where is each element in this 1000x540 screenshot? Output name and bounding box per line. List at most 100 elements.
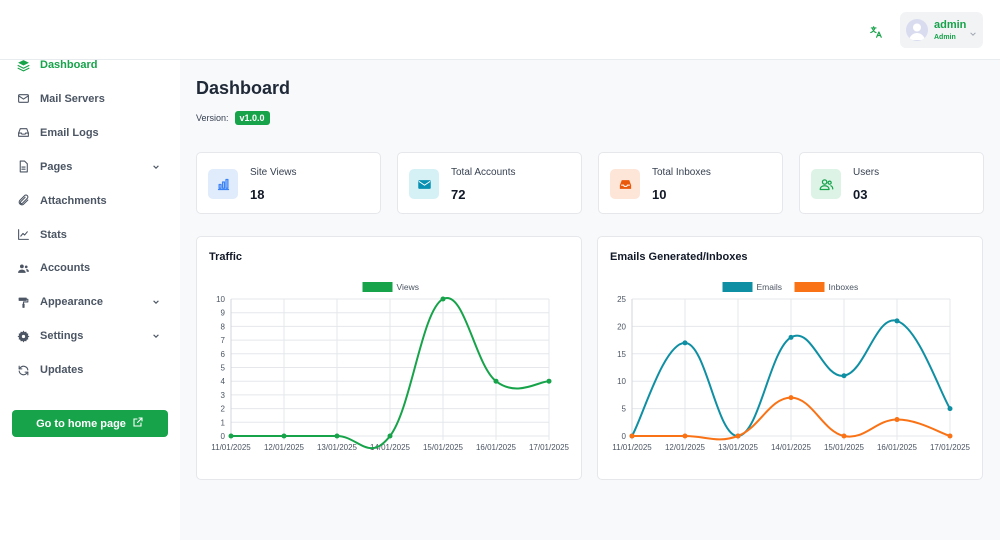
data-point[interactable] bbox=[841, 433, 847, 439]
y-tick-label: 20 bbox=[617, 322, 626, 331]
sidebar-item-label: Settings bbox=[40, 330, 84, 343]
chart-title: Traffic bbox=[209, 251, 243, 263]
x-tick-label: 14/01/2025 bbox=[370, 443, 411, 452]
y-tick-label: 0 bbox=[622, 432, 627, 441]
legend-label: Inboxes bbox=[829, 282, 859, 292]
paperclip-icon bbox=[16, 194, 30, 208]
data-point[interactable] bbox=[228, 433, 234, 439]
y-tick-label: 5 bbox=[221, 364, 226, 373]
sidebar-item-label: Stats bbox=[40, 228, 67, 241]
y-tick-label: 15 bbox=[617, 350, 626, 359]
data-point[interactable] bbox=[546, 378, 552, 384]
sidebar-item-attachments[interactable]: Attachments bbox=[0, 186, 180, 216]
x-tick-label: 12/01/2025 bbox=[264, 443, 305, 452]
sidebar-item-label: Email Logs bbox=[40, 126, 99, 139]
line-chart-icon bbox=[16, 228, 30, 242]
legend-label: Views bbox=[397, 282, 420, 292]
stat-value: 72 bbox=[451, 187, 466, 202]
y-tick-label: 8 bbox=[221, 322, 226, 331]
sidebar-item-label: Updates bbox=[40, 364, 84, 377]
sidebar-item-settings[interactable]: Settings bbox=[0, 321, 180, 351]
x-tick-label: 15/01/2025 bbox=[824, 443, 865, 452]
y-tick-label: 9 bbox=[221, 309, 226, 318]
inbox-icon bbox=[610, 169, 640, 199]
data-point[interactable] bbox=[788, 334, 794, 340]
data-point[interactable] bbox=[387, 433, 393, 439]
y-tick-label: 25 bbox=[617, 295, 626, 304]
y-tick-label: 3 bbox=[221, 391, 226, 400]
sidebar-item-label: Pages bbox=[40, 160, 73, 173]
data-point[interactable] bbox=[788, 395, 794, 401]
sidebar-item-dashboard[interactable]: Dashboard bbox=[0, 50, 180, 80]
sidebar: Dashboard Mail Servers Email Logs Pages Atta… bbox=[0, 59, 180, 540]
sidebar-item-mail-servers[interactable]: Mail Servers bbox=[0, 84, 180, 114]
legend-label: Emails bbox=[757, 282, 783, 292]
y-tick-label: 10 bbox=[617, 377, 626, 386]
sidebar-item-appearance[interactable]: Appearance bbox=[0, 287, 180, 317]
stat-card-total-inboxes: Total Inboxes 10 bbox=[598, 152, 783, 214]
x-tick-label: 16/01/2025 bbox=[877, 443, 918, 452]
traffic-chart: 0 1 2 3 4 5 6 7 8 9 10 11/01/2025 12/01/2025 13/01/20… bbox=[211, 282, 570, 452]
x-tick-label: 13/01/2025 bbox=[317, 443, 358, 452]
envelope-icon bbox=[409, 169, 439, 199]
data-point[interactable] bbox=[947, 433, 953, 439]
sidebar-item-label: Attachments bbox=[40, 194, 107, 207]
layers-icon bbox=[16, 58, 30, 72]
stat-value: 03 bbox=[853, 187, 868, 202]
version-row: Version: v1.0.0 bbox=[196, 111, 270, 125]
y-tick-label: 0 bbox=[221, 432, 226, 441]
avatar bbox=[906, 19, 928, 41]
user-menu[interactable]: admin Admin bbox=[900, 12, 983, 48]
sidebar-item-pages[interactable]: Pages bbox=[0, 152, 180, 182]
emails-chart: 0 5 10 15 20 25 11/01/2025 12/01/2025 13/01/2025… bbox=[612, 282, 971, 452]
sidebar-item-label: Dashboard bbox=[40, 59, 98, 71]
page-title: Dashboard bbox=[196, 78, 291, 98]
x-tick-label: 12/01/2025 bbox=[665, 443, 706, 452]
chevron-down-icon bbox=[152, 298, 160, 306]
data-point[interactable] bbox=[947, 406, 953, 412]
gear-icon bbox=[16, 329, 30, 343]
sidebar-item-accounts[interactable]: Accounts bbox=[0, 253, 180, 283]
chevron-down-icon bbox=[152, 163, 160, 171]
y-tick-label: 7 bbox=[221, 336, 226, 345]
legend-swatch[interactable] bbox=[362, 282, 393, 292]
user-name: admin bbox=[934, 18, 967, 31]
stat-card-site-views: Site Views 18 bbox=[196, 152, 381, 214]
sidebar-item-label: Accounts bbox=[40, 262, 91, 275]
sidebar-item-email-logs[interactable]: Email Logs bbox=[0, 118, 180, 148]
legend-swatch[interactable] bbox=[794, 282, 825, 292]
envelope-icon bbox=[16, 92, 30, 106]
file-icon bbox=[16, 160, 30, 174]
data-point[interactable] bbox=[894, 417, 900, 423]
x-tick-label: 14/01/2025 bbox=[771, 443, 812, 452]
traffic-chart-card: Traffic 0 1 2 3 4 5 6 7 8 9 10 11/01/2025 12/01/2025… bbox=[196, 236, 582, 480]
data-point[interactable] bbox=[629, 433, 635, 439]
stat-label: Total Inboxes bbox=[652, 167, 711, 178]
top-bar: admin Admin bbox=[0, 0, 1000, 60]
y-tick-label: 1 bbox=[221, 418, 226, 427]
data-point[interactable] bbox=[894, 318, 900, 324]
data-point[interactable] bbox=[493, 378, 499, 384]
x-tick-label: 16/01/2025 bbox=[476, 443, 517, 452]
legend-swatch[interactable] bbox=[722, 282, 753, 292]
users-icon bbox=[811, 169, 841, 199]
data-point[interactable] bbox=[334, 433, 340, 439]
data-point[interactable] bbox=[281, 433, 287, 439]
data-point[interactable] bbox=[440, 296, 446, 302]
translate-icon[interactable] bbox=[866, 22, 886, 42]
stat-label: Site Views bbox=[250, 167, 297, 178]
sidebar-item-label: Appearance bbox=[40, 296, 103, 309]
data-point[interactable] bbox=[735, 433, 741, 439]
data-point[interactable] bbox=[682, 340, 688, 346]
go-to-home-page-button[interactable]: Go to home page bbox=[12, 410, 168, 437]
bar-chart-icon bbox=[208, 169, 238, 199]
y-tick-label: 4 bbox=[221, 377, 226, 386]
sidebar-item-stats[interactable]: Stats bbox=[0, 220, 180, 250]
y-tick-label: 6 bbox=[221, 350, 226, 359]
stat-value: 18 bbox=[250, 187, 265, 202]
chart-title: Emails Generated/Inboxes bbox=[610, 251, 748, 263]
stat-card-total-accounts: Total Accounts 72 bbox=[397, 152, 582, 214]
data-point[interactable] bbox=[841, 373, 847, 379]
data-point[interactable] bbox=[682, 433, 688, 439]
sidebar-item-updates[interactable]: Updates bbox=[0, 355, 180, 385]
